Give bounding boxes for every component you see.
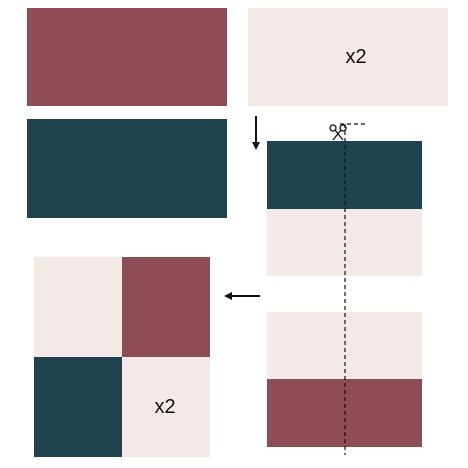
cream-strip-multiplier: x2 (345, 45, 367, 68)
rose-strip (27, 8, 227, 106)
cut-line (340, 123, 366, 455)
patch-cream-top-left (34, 257, 122, 357)
four-patch-block (34, 257, 210, 457)
scissors-icon (329, 124, 347, 141)
cream-strip (248, 8, 448, 106)
teal-strip (27, 119, 227, 218)
patch-cream-bottom-right (122, 357, 210, 457)
finished-block-multiplier: x2 (154, 395, 176, 418)
patch-rose-top-right (122, 257, 210, 357)
patch-teal-bottom-left (34, 357, 122, 457)
